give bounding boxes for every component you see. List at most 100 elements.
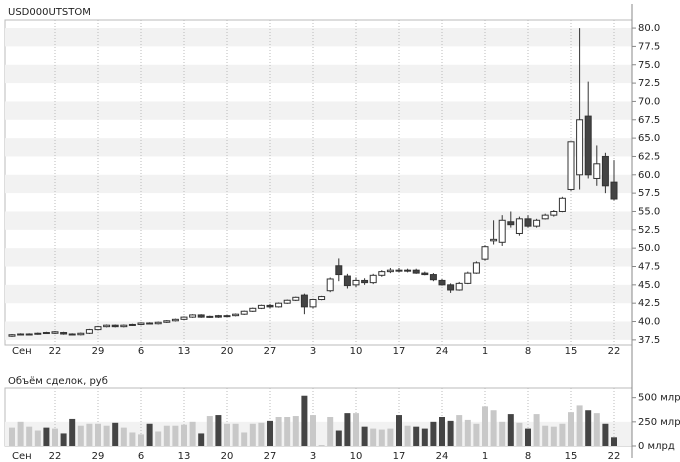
candle-body (498, 219, 506, 243)
candle-body (550, 210, 558, 216)
candle-body (386, 269, 394, 273)
candle-body (507, 221, 515, 226)
candle-body (163, 320, 171, 323)
volume-bar (267, 420, 273, 446)
y-tick-label: 57.5 (638, 188, 660, 199)
x-tick-label: 13 (178, 346, 191, 357)
volume-bar (138, 434, 144, 446)
candle-body (335, 265, 343, 276)
volume-bar (413, 426, 420, 446)
volume-bar (198, 433, 205, 446)
candle-body (266, 304, 274, 308)
volume-bar (378, 429, 385, 446)
x-tick-label: 27 (264, 451, 277, 462)
chart-title: USD000UTSTOM (8, 7, 91, 18)
x-tick-label: 8 (525, 451, 531, 462)
volume-bar (310, 415, 316, 446)
volume-bar (507, 414, 514, 446)
x-tick-label: Сен (12, 346, 32, 357)
volume-bar (301, 395, 308, 446)
candle-body (352, 279, 360, 286)
volume-bar (456, 415, 463, 446)
grid-band (5, 174, 632, 194)
volume-bar (77, 425, 84, 446)
volume-bar (215, 415, 222, 446)
x-tick-label: 6 (138, 346, 144, 357)
x-tick-label: 15 (565, 451, 578, 462)
volume-bar (327, 417, 334, 446)
volume-bar (482, 406, 488, 446)
candle-body (567, 141, 575, 190)
candle-body (472, 262, 480, 274)
volume-bar (224, 423, 230, 446)
x-tick-label: 3 (310, 346, 316, 357)
grid-band (5, 248, 632, 267)
volume-bar (499, 421, 506, 446)
y-tick-label: 60.0 (638, 170, 660, 181)
candle-body (541, 214, 549, 220)
grid-band (5, 101, 632, 120)
volume-bar (473, 423, 480, 446)
volume-bar (17, 421, 24, 446)
volume-bar (284, 417, 291, 446)
candle-body (421, 272, 429, 276)
y-tick-label: 72.5 (638, 78, 660, 89)
x-tick-label: 1 (482, 451, 488, 462)
candle-body (318, 296, 326, 301)
candle-body (197, 314, 205, 318)
volume-bar (404, 425, 411, 446)
volume-bar (335, 430, 342, 446)
grid-band (5, 321, 632, 340)
candle-body (171, 318, 179, 322)
candle-body (515, 218, 523, 234)
candle-body (343, 275, 351, 287)
candle-body (137, 322, 145, 325)
y-tick-label: 42.5 (638, 298, 660, 309)
candle-body (223, 315, 231, 318)
y-tick-label: 500 млрд (638, 393, 680, 404)
y-tick-label: 52.5 (638, 225, 660, 236)
y-tick-label: 0 млрд (638, 441, 675, 452)
candle-body (60, 332, 68, 335)
volume-bar (370, 428, 377, 446)
volume-bar (533, 414, 540, 446)
y-tick-label: 62.5 (638, 151, 660, 162)
candle-body (240, 310, 248, 315)
candle-body (42, 332, 50, 335)
candle-body (490, 238, 498, 242)
x-tick-label: 10 (350, 451, 363, 462)
candle-body (326, 278, 334, 292)
volume-bar (516, 422, 523, 446)
candle-body (455, 282, 463, 291)
grid-band (5, 284, 632, 304)
x-tick-label: 3 (310, 451, 316, 462)
candle-body (94, 326, 102, 331)
y-tick-label: 80.0 (638, 23, 660, 34)
volume-bar (181, 424, 187, 446)
candle-body (283, 299, 291, 304)
volume-bar (585, 410, 592, 446)
volume-bar (120, 427, 127, 446)
candle-body (593, 163, 601, 179)
candle-body (8, 334, 16, 337)
title-bar (4, 4, 632, 20)
candle-body (438, 279, 446, 286)
volume-title: Объём сделок, руб (8, 376, 108, 387)
candle-body (447, 284, 455, 291)
volume-bar (129, 432, 136, 446)
x-tick-label: 13 (178, 451, 191, 462)
candle-body (309, 299, 317, 308)
volume-bar (525, 428, 531, 446)
candle-body (68, 333, 76, 336)
candle-body (77, 332, 85, 336)
candle-body (576, 119, 584, 176)
volume-bar (163, 425, 170, 446)
volume-bar (593, 413, 600, 446)
candle-body (232, 313, 240, 317)
x-tick-label: 1 (482, 346, 488, 357)
x-tick-label: 20 (221, 346, 234, 357)
volume-bar (542, 425, 549, 446)
volume-bar (439, 417, 445, 446)
y-tick-label: 47.5 (638, 262, 660, 273)
candle-body (206, 315, 214, 318)
